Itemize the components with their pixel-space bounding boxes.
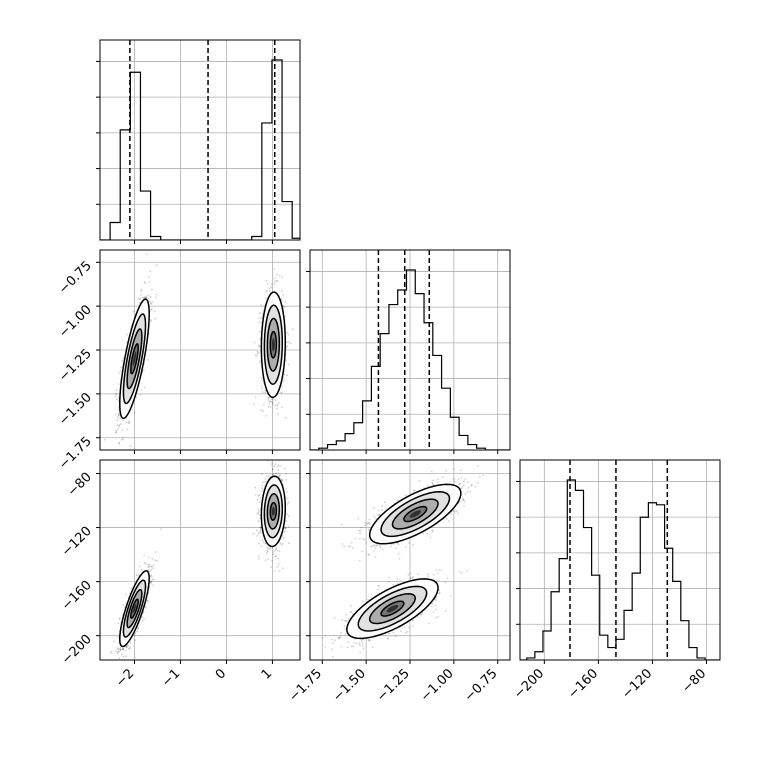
axes-frame — [99, 459, 301, 661]
axes-frame — [99, 39, 301, 241]
axes-frame — [99, 249, 301, 451]
histogram-line — [100, 59, 300, 240]
y-tick-label: −160 — [59, 578, 95, 614]
y-tick-label: −200 — [59, 632, 95, 668]
x-tick-label: −2 — [113, 666, 137, 690]
marginal-panel-0 — [96, 39, 301, 244]
marginal-panel-2: −200 −160 −120 −80 — [511, 459, 721, 702]
x-tick-label: −1.75 — [286, 666, 325, 705]
x-tick-label: −1.50 — [330, 666, 369, 705]
contour-mode-0 — [119, 298, 150, 420]
histogram-line — [520, 479, 720, 660]
pair-density — [103, 253, 294, 448]
x-tick-label: −160 — [565, 666, 601, 702]
marginal-panel-1 — [306, 249, 511, 454]
x-tick-label: −200 — [511, 666, 547, 702]
y-tick-label: −1.00 — [56, 302, 95, 341]
x-tick-label: −1.00 — [418, 666, 457, 705]
axes-frame — [309, 249, 511, 451]
pair-density — [321, 465, 484, 658]
y-tick-label: −120 — [59, 524, 95, 560]
x-tick-label: 0 — [213, 666, 229, 682]
pair-panel-1-2: −1.75 −1.50 −1.25 −1.00 −0.75 — [286, 459, 511, 705]
contour-mode-1 — [260, 475, 287, 548]
x-tick-label: 1 — [259, 666, 275, 682]
x-tick-label: −80 — [679, 666, 709, 696]
density-core — [132, 603, 137, 614]
histogram-line — [310, 269, 510, 450]
density-core — [409, 510, 421, 518]
x-tick-label: −1 — [159, 666, 183, 690]
scatter-points — [110, 460, 290, 660]
density-core — [271, 338, 275, 352]
contour-mode-0 — [119, 570, 150, 648]
density-core — [132, 351, 137, 367]
density-core — [386, 604, 399, 613]
x-tick-label: −120 — [619, 666, 655, 702]
axes-frame — [309, 459, 511, 661]
y-tick-label: −1.25 — [56, 346, 95, 385]
pair-panel-0-1: −1.75 −1.50 −1.25 −1.00 −0.75 — [56, 249, 301, 473]
y-tick-label: −0.75 — [56, 259, 95, 298]
pair-density — [110, 460, 290, 660]
x-tick-label: −0.75 — [462, 666, 501, 705]
y-tick-label: −80 — [65, 470, 95, 500]
contour-mode-1 — [368, 483, 462, 545]
pair-panel-0-2: −2 −1 0 1 −200 −160 −120 −80 — [59, 459, 301, 690]
y-tick-label: −1.50 — [56, 390, 95, 429]
axes-frame — [519, 459, 721, 661]
y-tick-label: −1.75 — [56, 434, 95, 473]
density-core — [271, 506, 275, 516]
x-tick-label: −1.25 — [374, 666, 413, 705]
contour-mode-0 — [346, 578, 439, 640]
contour-mode-1 — [260, 291, 287, 399]
